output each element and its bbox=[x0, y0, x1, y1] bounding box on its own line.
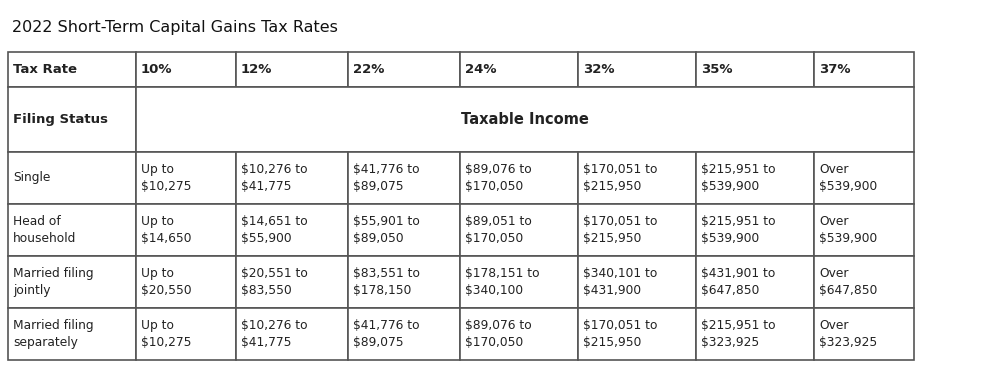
Text: Married filing
separately: Married filing separately bbox=[13, 319, 94, 349]
Bar bbox=[348, 308, 460, 360]
Bar bbox=[578, 204, 696, 256]
Bar bbox=[696, 256, 814, 308]
Bar bbox=[578, 152, 696, 204]
Text: $215,951 to
$323,925: $215,951 to $323,925 bbox=[701, 319, 775, 349]
Text: 37%: 37% bbox=[818, 63, 851, 76]
Bar bbox=[136, 87, 914, 152]
Text: 12%: 12% bbox=[241, 63, 272, 76]
Text: 22%: 22% bbox=[353, 63, 384, 76]
Bar bbox=[578, 308, 696, 360]
Text: $83,551 to
$178,150: $83,551 to $178,150 bbox=[353, 267, 420, 297]
Bar bbox=[578, 256, 696, 308]
Text: $41,776 to
$89,075: $41,776 to $89,075 bbox=[353, 163, 419, 193]
Text: $41,776 to
$89,075: $41,776 to $89,075 bbox=[353, 319, 419, 349]
Bar bbox=[236, 152, 348, 204]
Bar bbox=[8, 52, 136, 87]
Text: Taxable Income: Taxable Income bbox=[461, 112, 589, 127]
Bar bbox=[696, 204, 814, 256]
Text: $20,551 to
$83,550: $20,551 to $83,550 bbox=[241, 267, 307, 297]
Text: 32%: 32% bbox=[583, 63, 615, 76]
Bar bbox=[236, 204, 348, 256]
Bar bbox=[348, 256, 460, 308]
Bar bbox=[348, 152, 460, 204]
Bar bbox=[578, 52, 696, 87]
Bar bbox=[460, 256, 578, 308]
Text: 2022 Short-Term Capital Gains Tax Rates: 2022 Short-Term Capital Gains Tax Rates bbox=[12, 20, 338, 35]
Text: Over
$539,900: Over $539,900 bbox=[818, 163, 877, 193]
Bar bbox=[8, 152, 136, 204]
Bar bbox=[814, 204, 914, 256]
Bar bbox=[136, 256, 236, 308]
Text: $89,051 to
$170,050: $89,051 to $170,050 bbox=[465, 215, 532, 245]
Bar bbox=[136, 308, 236, 360]
Text: Single: Single bbox=[13, 171, 50, 185]
Text: Up to
$20,550: Up to $20,550 bbox=[141, 267, 192, 297]
Bar bbox=[814, 256, 914, 308]
Text: Tax Rate: Tax Rate bbox=[13, 63, 77, 76]
Text: $215,951 to
$539,900: $215,951 to $539,900 bbox=[701, 215, 775, 245]
Text: $178,151 to
$340,100: $178,151 to $340,100 bbox=[465, 267, 539, 297]
Bar bbox=[814, 152, 914, 204]
Bar bbox=[460, 308, 578, 360]
Bar bbox=[348, 204, 460, 256]
Bar bbox=[136, 52, 236, 87]
Bar bbox=[696, 52, 814, 87]
Bar bbox=[460, 152, 578, 204]
Text: 10%: 10% bbox=[141, 63, 172, 76]
Text: $215,951 to
$539,900: $215,951 to $539,900 bbox=[701, 163, 775, 193]
Bar bbox=[236, 52, 348, 87]
Text: Over
$647,850: Over $647,850 bbox=[818, 267, 877, 297]
Text: $89,076 to
$170,050: $89,076 to $170,050 bbox=[465, 319, 532, 349]
Bar bbox=[814, 52, 914, 87]
Text: Filing Status: Filing Status bbox=[13, 113, 108, 126]
Text: 35%: 35% bbox=[701, 63, 733, 76]
Text: 24%: 24% bbox=[465, 63, 497, 76]
Bar bbox=[8, 204, 136, 256]
Text: $170,051 to
$215,950: $170,051 to $215,950 bbox=[583, 163, 657, 193]
Text: Over
$539,900: Over $539,900 bbox=[818, 215, 877, 245]
Text: Up to
$14,650: Up to $14,650 bbox=[141, 215, 192, 245]
Text: Married filing
jointly: Married filing jointly bbox=[13, 267, 94, 297]
Text: $170,051 to
$215,950: $170,051 to $215,950 bbox=[583, 215, 657, 245]
Bar bbox=[696, 308, 814, 360]
Text: $340,101 to
$431,900: $340,101 to $431,900 bbox=[583, 267, 657, 297]
Bar bbox=[136, 152, 236, 204]
Bar bbox=[8, 87, 136, 152]
Text: Over
$323,925: Over $323,925 bbox=[818, 319, 877, 349]
Bar bbox=[696, 152, 814, 204]
Bar bbox=[814, 308, 914, 360]
Text: $55,901 to
$89,050: $55,901 to $89,050 bbox=[353, 215, 420, 245]
Bar bbox=[348, 52, 460, 87]
Text: $10,276 to
$41,775: $10,276 to $41,775 bbox=[241, 163, 307, 193]
Bar bbox=[236, 308, 348, 360]
Text: $10,276 to
$41,775: $10,276 to $41,775 bbox=[241, 319, 307, 349]
Text: $431,901 to
$647,850: $431,901 to $647,850 bbox=[701, 267, 775, 297]
Bar bbox=[136, 204, 236, 256]
Text: $89,076 to
$170,050: $89,076 to $170,050 bbox=[465, 163, 532, 193]
Text: Up to
$10,275: Up to $10,275 bbox=[141, 319, 192, 349]
Text: $170,051 to
$215,950: $170,051 to $215,950 bbox=[583, 319, 657, 349]
Text: Head of
household: Head of household bbox=[13, 215, 77, 245]
Bar bbox=[8, 256, 136, 308]
Text: Up to
$10,275: Up to $10,275 bbox=[141, 163, 192, 193]
Bar bbox=[460, 52, 578, 87]
Bar bbox=[236, 256, 348, 308]
Text: $14,651 to
$55,900: $14,651 to $55,900 bbox=[241, 215, 307, 245]
Bar bbox=[8, 308, 136, 360]
Bar bbox=[460, 204, 578, 256]
